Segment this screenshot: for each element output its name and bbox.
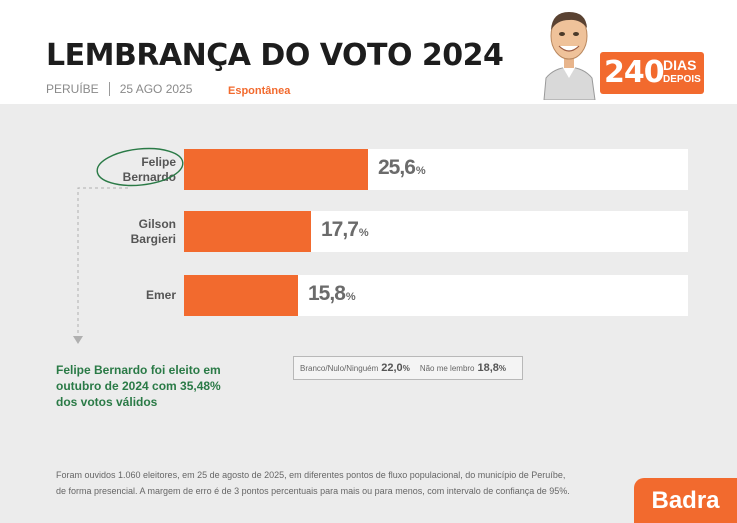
footer-line-1: Foram ouvidos 1.060 eleitores, em 25 de … [56, 470, 566, 480]
category-label-line: Emer [145, 288, 176, 302]
value-unit: % [345, 291, 356, 303]
election-note: Felipe Bernardo foi eleito em outubro de… [56, 363, 221, 409]
other-answer-value: 22,0% [381, 362, 410, 374]
other-answer-number: 18,8 [477, 362, 499, 374]
other-answer-label: Branco/Nulo/Ninguém [300, 364, 379, 373]
page-title: LEMBRANÇA DO VOTO 2024 [46, 38, 504, 73]
badge-after-label: DEPOIS [663, 74, 701, 85]
other-answer-unit: % [402, 364, 410, 373]
bar-track-gilson-bargieri [184, 211, 688, 252]
value-number: 25,6 [378, 156, 416, 179]
240-days-badge: 240 DIAS DEPOIS [600, 52, 704, 94]
value-label-emer: 15,8% [308, 282, 356, 306]
other-answer-label: Não me lembro [419, 364, 475, 373]
date-label: 25 AGO 2025 [119, 82, 193, 96]
annotation-connector [77, 187, 128, 338]
value-unit: % [415, 165, 426, 177]
value-unit: % [358, 227, 369, 239]
badge-number: 240 [604, 55, 665, 90]
bar-chart: Felipe Bernardo 25,6% Gilson Bargieri 17,7% Em… [0, 104, 737, 344]
category-label-line: Gilson [138, 216, 176, 231]
bar-track-felipe-bernardo [184, 149, 688, 190]
bar-felipe-bernardo [184, 149, 368, 190]
other-answer-unit: % [498, 364, 507, 373]
badge-days-label: DIAS [663, 57, 697, 73]
bar-track-emer [184, 275, 688, 316]
highlight-circle [96, 147, 184, 187]
candidate-caricature-icon [543, 12, 596, 100]
meta-divider [108, 82, 110, 96]
bar-gilson-bargieri [184, 211, 311, 252]
header: LEMBRANÇA DO VOTO 2024 PERUÍBE 25 AGO 202… [0, 0, 737, 104]
header-meta: PERUÍBE 25 AGO 2025 Espontânea [46, 82, 290, 97]
category-label-emer: Emer [0, 288, 176, 303]
footer-line-2: de forma presencial. A margem de erro é … [56, 486, 570, 496]
methodology-footer: Foram ouvidos 1.060 eleitores, em 25 de … [56, 467, 616, 499]
survey-type-label: Espontânea [228, 85, 291, 97]
value-number: 15,8 [308, 282, 346, 305]
other-answer-number: 22,0 [381, 362, 403, 374]
annotation-arrowhead-icon [73, 336, 83, 344]
bar-emer [184, 275, 298, 316]
category-label-gilson-bargieri: Gilson Bargieri [0, 217, 176, 247]
category-label-line: Felipe [141, 154, 176, 169]
badra-logo: Badra [634, 478, 737, 523]
value-label-gilson-bargieri: 17,7% [321, 218, 369, 242]
value-number: 17,7 [321, 218, 359, 241]
city-label: PERUÍBE [46, 82, 99, 96]
other-answer-value: 18,8% [478, 362, 507, 374]
category-label-line: Bargieri [130, 231, 176, 246]
value-label-felipe-bernardo: 25,6% [378, 156, 426, 180]
other-answers-box: Branco/Nulo/Ninguém 22,0% Não me lembro 18,… [293, 356, 524, 380]
